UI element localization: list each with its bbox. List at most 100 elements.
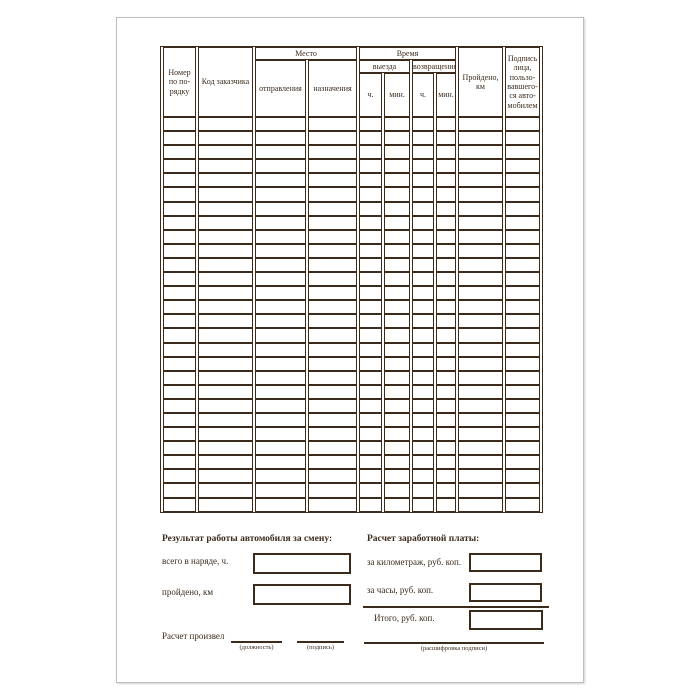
table-cell: [255, 328, 306, 343]
table-cell: [505, 328, 541, 343]
table-cell: [198, 370, 253, 385]
table-cell: [384, 314, 411, 329]
table-row: [163, 272, 541, 287]
table-cell: [412, 286, 435, 301]
table-cell: [255, 201, 306, 216]
table-cell: [255, 159, 306, 174]
table-cell: [163, 483, 196, 498]
table-cell: [308, 187, 358, 202]
header-group-time-return: возвращения: [412, 60, 457, 73]
table-cell: [198, 173, 253, 188]
table-cell: [436, 356, 457, 371]
table-cell: [384, 427, 411, 442]
table-cell: [505, 370, 541, 385]
table-row: [163, 441, 541, 456]
table-cell: [412, 229, 435, 244]
table-cell: [458, 300, 504, 315]
table-cell: [384, 117, 411, 132]
table-cell: [359, 370, 383, 385]
table-cell: [458, 243, 504, 258]
table-cell: [308, 370, 358, 385]
table-cell: [163, 243, 196, 258]
table-cell: [198, 469, 253, 484]
table-cell: [436, 469, 457, 484]
signature-line: [297, 641, 344, 643]
table-cell: [384, 159, 411, 174]
table-cell: [359, 215, 383, 230]
table-cell: [412, 272, 435, 287]
table-cell: [458, 412, 504, 428]
table-cell: [412, 300, 435, 315]
table-cell: [255, 229, 306, 244]
table-cell: [255, 215, 306, 230]
table-cell: [198, 159, 253, 174]
table-cell: [412, 483, 435, 498]
table-cell: [163, 173, 196, 188]
table-row: [163, 159, 541, 174]
table-cell: [458, 159, 504, 174]
table-cell: [436, 300, 457, 315]
table-cell: [163, 131, 196, 146]
table-cell: [359, 398, 383, 413]
table-cell: [505, 497, 541, 512]
table-cell: [384, 497, 411, 512]
table-cell: [384, 356, 411, 371]
table-cell: [163, 215, 196, 230]
table-cell: [505, 215, 541, 230]
table-row: [163, 300, 541, 315]
table-cell: [198, 483, 253, 498]
table-row: [163, 117, 541, 132]
table-cell: [505, 117, 541, 132]
results-row-label-total-hours: всего в наряде, ч.: [162, 556, 229, 566]
table-row: [163, 215, 541, 230]
table-cell: [359, 145, 383, 160]
table-cell: [384, 243, 411, 258]
table-header: Номер по по- рядку Код заказчика Место В…: [163, 47, 541, 117]
table-cell: [384, 441, 411, 456]
salary-row-label-total: Итого, руб. коп.: [374, 613, 435, 623]
table-cell: [436, 286, 457, 301]
table-cell: [436, 159, 457, 174]
table-cell: [198, 314, 253, 329]
table-cell: [255, 286, 306, 301]
salary-value-box-total: [469, 610, 543, 630]
table-cell: [436, 229, 457, 244]
signature-name-caption: (расшифровка подписи): [420, 645, 488, 652]
table-cell: [436, 412, 457, 428]
table-cell: [505, 286, 541, 301]
salary-value-box-hours: [469, 583, 542, 602]
table-cell: [384, 384, 411, 399]
table-cell: [359, 187, 383, 202]
table-row: [163, 201, 541, 216]
table-cell: [458, 483, 504, 498]
table-row: [163, 131, 541, 146]
table-cell: [505, 131, 541, 146]
table-cell: [198, 441, 253, 456]
table-cell: [163, 286, 196, 301]
table-cell: [436, 427, 457, 442]
table-cell: [308, 441, 358, 456]
table-cell: [458, 145, 504, 160]
table-cell: [163, 441, 196, 456]
table-cell: [308, 215, 358, 230]
table-cell: [384, 455, 411, 470]
table-cell: [198, 272, 253, 287]
table-cell: [255, 243, 306, 258]
table-cell: [198, 455, 253, 470]
table-cell: [308, 356, 358, 371]
table-cell: [198, 145, 253, 160]
table-cell: [436, 187, 457, 202]
table-cell: [359, 300, 383, 315]
table-cell: [505, 314, 541, 329]
table-cell: [412, 328, 435, 343]
table-cell: [198, 243, 253, 258]
table-cell: [412, 455, 435, 470]
table-cell: [384, 328, 411, 343]
table-cell: [255, 412, 306, 428]
table-cell: [412, 131, 435, 146]
header-cell-minutes-return: мин.: [436, 73, 457, 117]
header-group-time: Время: [359, 47, 457, 60]
position-signature-line: [231, 641, 282, 643]
table-cell: [436, 370, 457, 385]
table-cell: [255, 342, 306, 357]
